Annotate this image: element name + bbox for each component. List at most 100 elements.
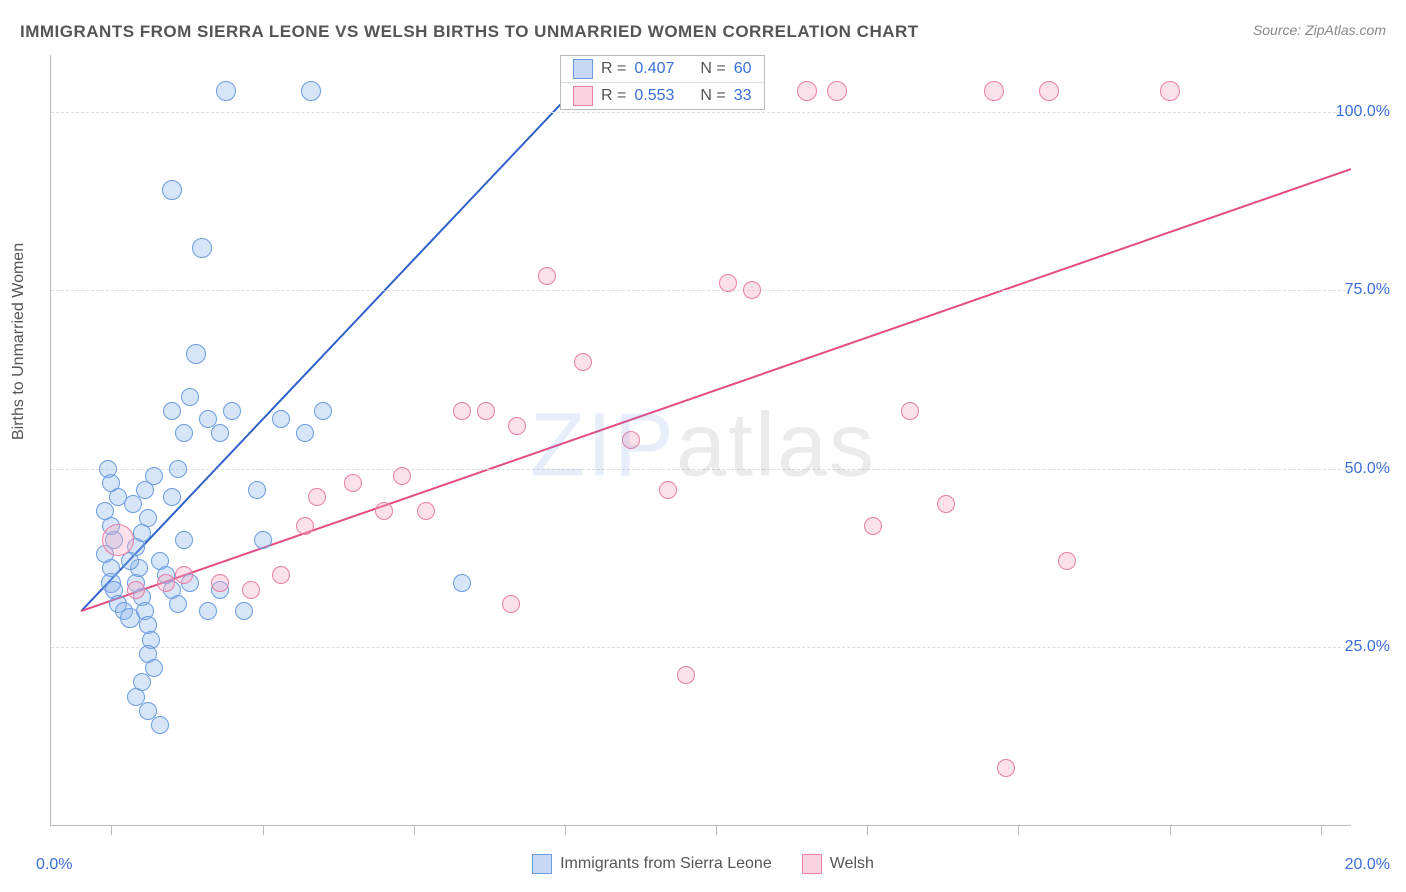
scatter-point-blue: [124, 495, 142, 513]
scatter-point-pink: [984, 81, 1004, 101]
scatter-point-pink: [659, 481, 677, 499]
scatter-point-blue: [301, 81, 321, 101]
scatter-point-pink: [477, 402, 495, 420]
x-axis-tick: [1321, 825, 1322, 835]
scatter-point-blue: [223, 402, 241, 420]
y-axis-tick-label: 50.0%: [1345, 460, 1390, 478]
x-axis-tick: [1170, 825, 1171, 835]
x-axis-tick: [1018, 825, 1019, 835]
gridline: [51, 647, 1351, 648]
scatter-trendline-blue: [81, 55, 607, 611]
scatter-point-blue: [163, 488, 181, 506]
scatter-point-pink: [1058, 552, 1076, 570]
legend-label-blue: Immigrants from Sierra Leone: [560, 855, 772, 873]
legend-swatch-blue: [532, 854, 552, 874]
scatter-point-pink: [453, 402, 471, 420]
correlation-legend: R = 0.407 N = 60 R = 0.553 N = 33: [560, 55, 765, 110]
scatter-point-pink: [102, 524, 134, 556]
n-label: N =: [700, 87, 725, 105]
scatter-point-pink: [622, 431, 640, 449]
scatter-point-pink: [1160, 81, 1180, 101]
gridline: [51, 112, 1351, 113]
scatter-point-pink: [864, 517, 882, 535]
legend-label-pink: Welsh: [830, 855, 874, 873]
scatter-point-blue: [272, 410, 290, 428]
x-axis-tick: [414, 825, 415, 835]
scatter-point-blue: [199, 602, 217, 620]
y-axis-tick-label: 75.0%: [1345, 281, 1390, 299]
y-axis-tick-label: 100.0%: [1336, 103, 1390, 121]
legend-swatch-blue: [573, 59, 593, 79]
legend-item-pink: Welsh: [802, 854, 874, 874]
scatter-point-pink: [997, 759, 1015, 777]
n-label: N =: [700, 60, 725, 78]
scatter-point-blue: [186, 344, 206, 364]
r-label: R =: [601, 87, 626, 105]
scatter-point-pink: [175, 566, 193, 584]
r-value-blue: 0.407: [634, 60, 674, 78]
scatter-point-blue: [99, 460, 117, 478]
scatter-point-pink: [127, 581, 145, 599]
scatter-point-pink: [937, 495, 955, 513]
scatter-point-pink: [743, 281, 761, 299]
scatter-point-pink: [1039, 81, 1059, 101]
scatter-point-pink: [272, 566, 290, 584]
plot-area: [50, 55, 1351, 826]
scatter-point-blue: [162, 180, 182, 200]
scatter-point-blue: [235, 602, 253, 620]
scatter-point-pink: [344, 474, 362, 492]
chart-title: IMMIGRANTS FROM SIERRA LEONE VS WELSH BI…: [20, 22, 919, 42]
scatter-point-blue: [453, 574, 471, 592]
scatter-point-blue: [169, 595, 187, 613]
scatter-point-pink: [677, 666, 695, 684]
scatter-point-pink: [417, 502, 435, 520]
scatter-trendline-pink: [81, 169, 1351, 611]
scatter-point-pink: [393, 467, 411, 485]
scatter-point-blue: [216, 81, 236, 101]
scatter-point-blue: [145, 467, 163, 485]
scatter-point-blue: [296, 424, 314, 442]
scatter-point-blue: [175, 424, 193, 442]
r-value-pink: 0.553: [634, 87, 674, 105]
scatter-point-blue: [254, 531, 272, 549]
scatter-point-blue: [248, 481, 266, 499]
scatter-point-blue: [192, 238, 212, 258]
scatter-point-pink: [502, 595, 520, 613]
gridline: [51, 469, 1351, 470]
scatter-point-blue: [96, 502, 114, 520]
y-axis-tick-label: 25.0%: [1345, 638, 1390, 656]
scatter-point-pink: [211, 574, 229, 592]
n-value-blue: 60: [734, 60, 752, 78]
scatter-point-blue: [163, 402, 181, 420]
x-axis-tick: [111, 825, 112, 835]
x-axis-tick: [263, 825, 264, 835]
scatter-point-pink: [242, 581, 260, 599]
trend-lines-layer: [51, 55, 1351, 825]
scatter-point-blue: [181, 388, 199, 406]
scatter-point-blue: [139, 509, 157, 527]
scatter-point-blue: [211, 424, 229, 442]
legend-row-pink: R = 0.553 N = 33: [561, 82, 764, 109]
scatter-point-pink: [375, 502, 393, 520]
x-axis-tick: [867, 825, 868, 835]
legend-row-blue: R = 0.407 N = 60: [561, 56, 764, 82]
scatter-point-pink: [296, 517, 314, 535]
scatter-point-pink: [719, 274, 737, 292]
scatter-point-pink: [508, 417, 526, 435]
series-legend: Immigrants from Sierra Leone Welsh: [0, 854, 1406, 874]
source-attribution: Source: ZipAtlas.com: [1253, 22, 1386, 38]
scatter-point-blue: [175, 531, 193, 549]
scatter-point-pink: [157, 574, 175, 592]
x-axis-tick: [716, 825, 717, 835]
scatter-point-pink: [308, 488, 326, 506]
scatter-point-blue: [314, 402, 332, 420]
gridline: [51, 290, 1351, 291]
scatter-point-blue: [151, 716, 169, 734]
scatter-point-pink: [827, 81, 847, 101]
scatter-point-pink: [901, 402, 919, 420]
n-value-pink: 33: [734, 87, 752, 105]
scatter-point-pink: [574, 353, 592, 371]
scatter-point-pink: [797, 81, 817, 101]
scatter-point-blue: [169, 460, 187, 478]
y-axis-label: Births to Unmarried Women: [10, 243, 28, 440]
